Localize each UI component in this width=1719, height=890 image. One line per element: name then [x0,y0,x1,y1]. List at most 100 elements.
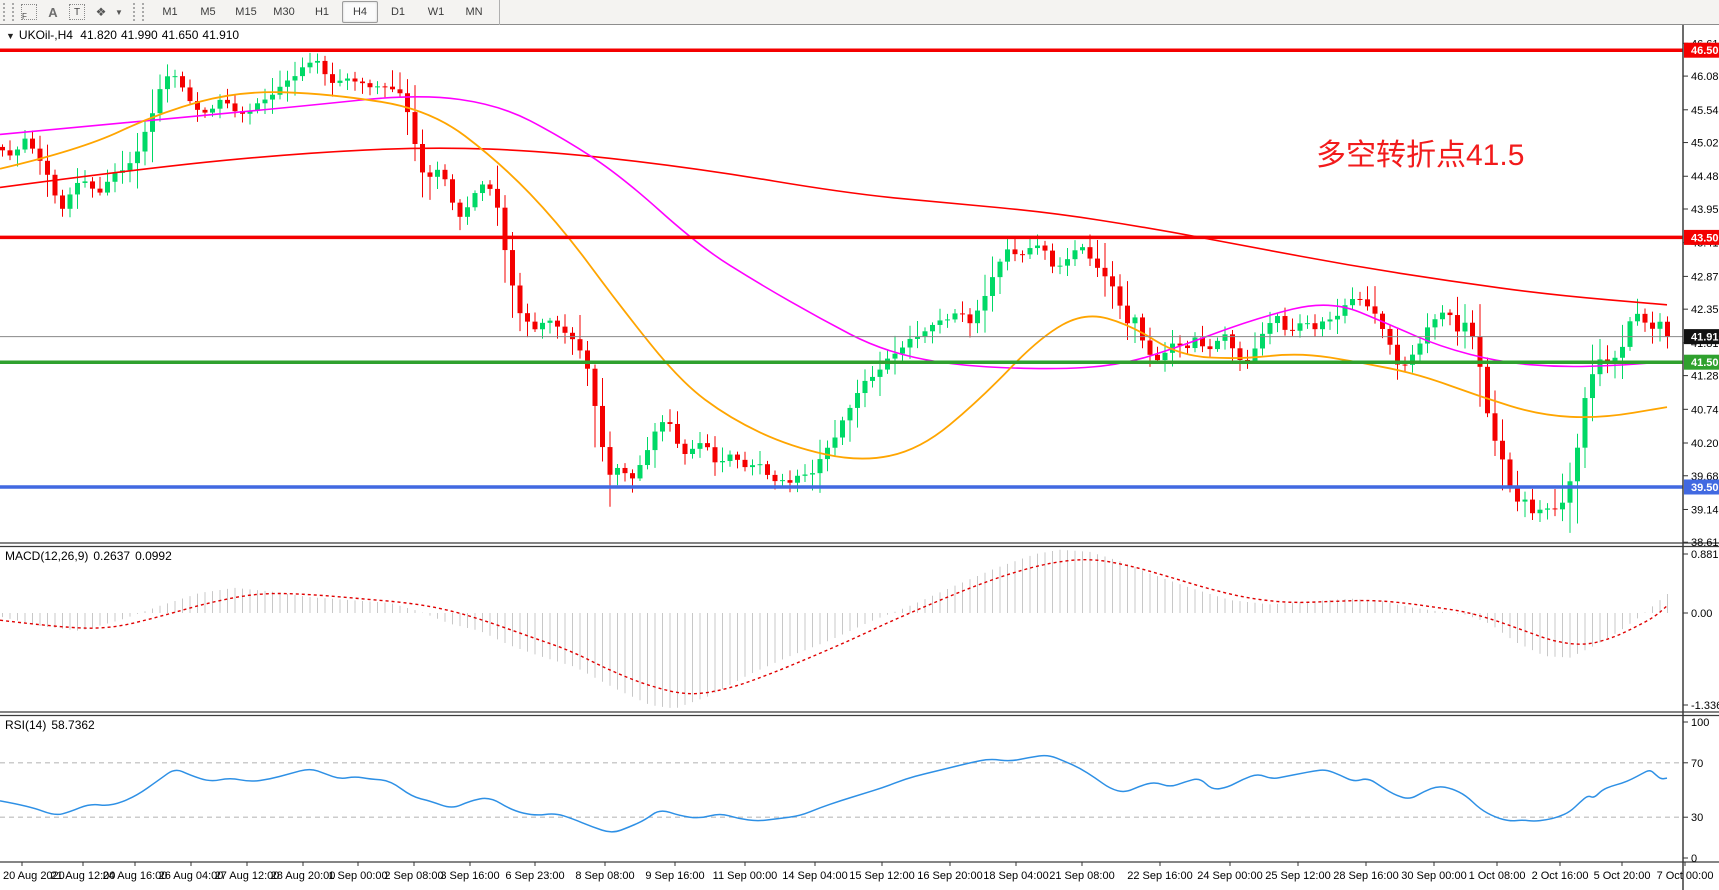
axis-tick-label: 42.350 [1691,304,1719,316]
date-tick-label: 2 Sep 08:00 [384,870,443,882]
date-tick-label: 6 Sep 23:00 [505,870,564,882]
axis-tick-label: 43.955 [1691,204,1719,216]
axis-tick-label: 45.020 [1691,138,1719,150]
price-badge-support [1684,479,1719,495]
price-badge-resistance [1684,229,1719,245]
timeframe-toolbar-grip[interactable] [133,3,144,21]
price-badge-resistance [1684,42,1719,58]
price-badge-pivot [1684,354,1719,370]
symbol-name: UKOil-,H4 [18,28,73,42]
axis-tick-label: 0.8812 [1691,549,1719,561]
date-tick-label: 20 Aug 2020 [3,870,65,882]
rsi-panel [0,754,1683,833]
axis-tick-label: 40.205 [1691,438,1719,450]
axis-tick-label: 39.140 [1691,504,1719,516]
date-tick-label: 24 Sep 00:00 [1197,870,1262,882]
timeframe-button-mn[interactable]: MN [465,6,483,18]
ohlc-close: 41.910 [202,28,240,42]
timeframe-button-group: M1 M5 M15 M30 H1 H4 D1 W1 MN [151,0,493,25]
price-badge-label: 46.500 [1691,45,1719,57]
timeframe-button-m30[interactable]: M30 [273,6,295,18]
date-tick-label: 14 Sep 04:00 [782,870,847,882]
rsi-line [0,754,1668,833]
axis-tick-label: -1.3368 [1691,700,1719,712]
axis-tick-label: 42.875 [1691,271,1719,283]
timeframe-button-h4[interactable]: H4 [342,1,378,23]
panel-frame-lines [0,25,1719,890]
timeframe-button-w1[interactable]: W1 [427,6,445,18]
toolbar: F A T ❖ ▼ M1 M5 M15 M30 H1 H4 D1 W1 MN [0,0,1719,25]
axis-tick-label: 38.615 [1691,537,1719,549]
rsi-indicator-label: RSI(14) 58.7362 [5,718,100,732]
axis-tick-label: 0.00 [1691,608,1712,620]
date-tick-label: 9 Sep 16:00 [645,870,704,882]
date-tick-label: 16 Sep 20:00 [917,870,982,882]
axis-tick-label: 70 [1691,758,1703,770]
ohlc-low: 41.650 [161,28,199,42]
price-badge-label: 39.500 [1691,482,1719,494]
price-badge-current-price [1684,329,1719,345]
toolbar-separator [499,0,500,25]
ma-medium-magenta [0,96,1661,370]
price-badge-label: 41.910 [1691,332,1719,344]
macd-name: MACD(12,26,9) [5,549,89,563]
text-label-tool-icon[interactable]: T [66,2,88,22]
date-tick-label: 30 Sep 00:00 [1401,870,1466,882]
date-tick-label: 1 Oct 08:00 [1469,870,1526,882]
date-tick-label: 18 Sep 04:00 [983,870,1048,882]
date-tick-label: 27 Aug 12:00 [215,870,280,882]
date-tick-label: 15 Sep 12:00 [849,870,914,882]
arrow-styles-icon[interactable]: ❖ [95,5,107,19]
arrow-styles-dropdown-icon[interactable]: ▼ [115,7,123,17]
axis-tick-label: 30 [1691,812,1703,824]
date-tick-label: 7 Oct 00:00 [1657,870,1714,882]
axis-tick-label: 45.545 [1691,105,1719,117]
date-tick-label: 5 Oct 20:00 [1594,870,1651,882]
ohlc-open: 41.820 [80,28,117,42]
date-tick-label: 8 Sep 08:00 [575,870,634,882]
chart-title-dropdown-icon[interactable]: ▼ [6,31,15,41]
ma-slow-red [0,147,1668,306]
axis-tick-label: 100 [1691,717,1709,729]
timeframe-button-m15[interactable]: M15 [235,6,257,18]
axis-tick-label: 46.085 [1691,71,1719,83]
timeframe-button-h1[interactable]: H1 [314,6,330,18]
date-tick-label: 1 Sep 00:00 [328,870,387,882]
candles [0,52,1670,533]
date-tick-label: 3 Sep 16:00 [440,870,499,882]
axis-tick-label: 0 [1691,853,1697,865]
horizontal-level-lines[interactable] [0,48,1683,489]
date-tick-label: 22 Sep 16:00 [1127,870,1192,882]
date-tick-label: 28 Aug 20:00 [271,870,336,882]
axis-tick-label: 41.285 [1691,371,1719,383]
date-tick-label: 28 Sep 16:00 [1333,870,1398,882]
indicator-grid-tool-icon[interactable]: F [18,2,40,22]
date-tick-label: 21 Sep 08:00 [1049,870,1114,882]
date-tick-label: 11 Sep 00:00 [713,870,778,882]
font-tool-icon[interactable]: A [48,4,58,20]
date-tick-label: 21 Aug 12:00 [51,870,116,882]
date-tick-label: 26 Aug 04:00 [159,870,224,882]
rsi-name: RSI(14) [5,718,47,732]
date-tick-label: 25 Sep 12:00 [1265,870,1330,882]
timeframe-button-m5[interactable]: M5 [200,6,216,18]
timeframe-button-d1[interactable]: D1 [390,6,406,18]
axis-tick-label: 44.480 [1691,171,1719,183]
macd-main-value: 0.2637 [93,549,131,563]
ohlc-high: 41.990 [120,28,158,42]
price-badge-label: 41.500 [1691,357,1719,369]
date-tick-label: 24 Aug 16:00 [103,870,168,882]
price-badge-label: 43.500 [1691,232,1719,244]
date-tick-label: 2 Oct 16:00 [1532,870,1589,882]
timeframe-button-m1[interactable]: M1 [162,6,178,18]
price-annotation-text: 多空转折点41.5 [1316,139,1525,172]
chart-title: ▼ UKOil-,H4 41.820 41.990 41.650 41.910 [6,28,243,42]
macd-signal-value: 0.0992 [135,549,172,563]
axis-tick-label: 40.745 [1691,404,1719,416]
price-axis[interactable]: 46.61046.08545.54545.02044.48043.95543.4… [1683,38,1719,865]
toolbar-grip[interactable] [3,3,14,21]
rsi-value: 58.7362 [51,718,95,732]
